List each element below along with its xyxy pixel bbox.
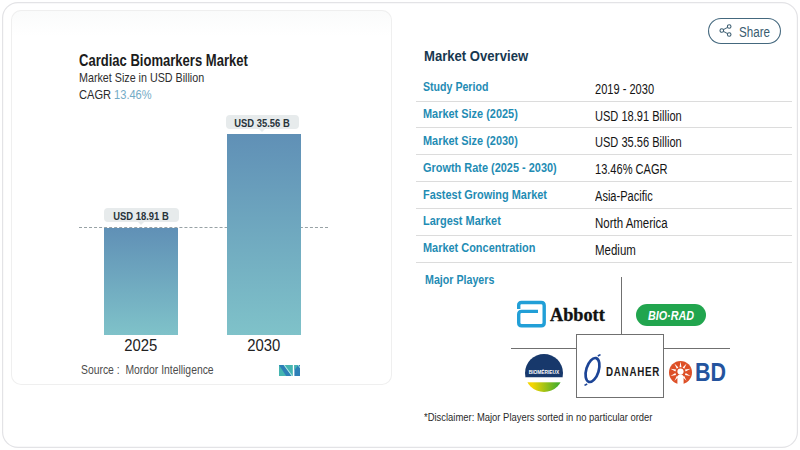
svg-text:BIOMÉRIEUX: BIOMÉRIEUX bbox=[529, 368, 560, 375]
